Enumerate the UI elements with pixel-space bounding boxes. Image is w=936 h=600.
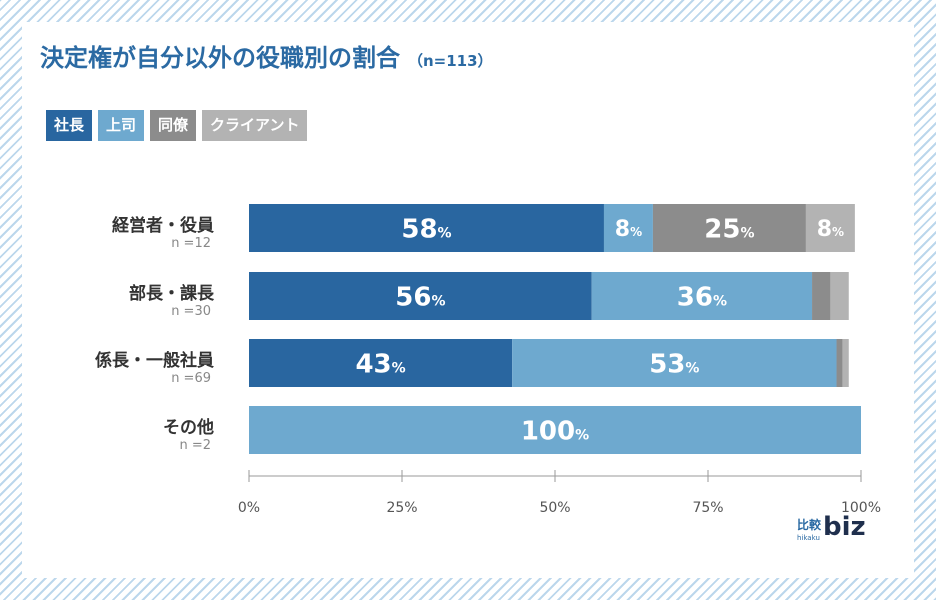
bar-segment: [249, 339, 513, 387]
bar-segment: [591, 272, 813, 320]
legend-item-president: 社長: [46, 110, 93, 141]
bar-segment: [249, 272, 592, 320]
bar-segment: [836, 339, 843, 387]
bar-data-label: 100%: [521, 416, 589, 446]
bar-segment: [603, 204, 653, 252]
category-sample-size: n =2: [179, 438, 211, 453]
legend: 社長 上司 同僚 クライアント: [46, 110, 308, 141]
bar-segment: [805, 204, 855, 252]
bar-data-label: 58%: [401, 214, 451, 244]
category-label: その他: [163, 417, 214, 438]
chart-title: 決定権が自分以外の役職別の割合 （n=113）: [40, 38, 493, 73]
logo-biz: biz: [823, 512, 866, 542]
bar-segment: [652, 204, 806, 252]
bar-data-label: 56%: [395, 282, 445, 312]
bar-data-label: 8%: [615, 217, 642, 242]
category-sample-size: n =30: [171, 304, 211, 319]
category-label: 経営者・役員: [112, 215, 214, 236]
category-sample-size: n =12: [171, 236, 211, 251]
x-tick-label: 50%: [539, 500, 570, 516]
x-tick-label: 0%: [238, 500, 260, 516]
bar-segment: [830, 272, 849, 320]
legend-item-colleague: 同僚: [150, 110, 197, 141]
bar-segment: [842, 339, 849, 387]
bar-segment: [249, 204, 604, 252]
bar-data-label: 8%: [817, 217, 844, 242]
category-sample-size: n =69: [171, 371, 211, 386]
bar-data-label: 43%: [355, 349, 405, 379]
category-label: 係長・一般社員: [95, 350, 214, 371]
logo-sub: hikaku: [797, 534, 820, 542]
bar-data-label: 53%: [649, 349, 699, 379]
bar-segment: [812, 272, 831, 320]
chart-title-text: 決定権が自分以外の役職別の割合: [40, 44, 400, 72]
x-tick-label: 75%: [692, 500, 723, 516]
legend-item-boss: 上司: [98, 110, 145, 141]
bar-data-label: 36%: [677, 282, 727, 312]
bar-data-label: 25%: [704, 214, 754, 244]
bar-segment: [512, 339, 837, 387]
x-tick-label: 25%: [386, 500, 417, 516]
logo-kanji: 比較: [797, 518, 822, 532]
legend-item-client: クライアント: [202, 110, 308, 141]
chart-sample-size: （n=113）: [408, 52, 493, 70]
hikaku-biz-logo: 比較 hikaku biz: [797, 512, 877, 552]
x-tick-label: 100%: [841, 500, 881, 516]
bar-segment: [249, 406, 861, 454]
category-label: 部長・課長: [129, 283, 215, 304]
